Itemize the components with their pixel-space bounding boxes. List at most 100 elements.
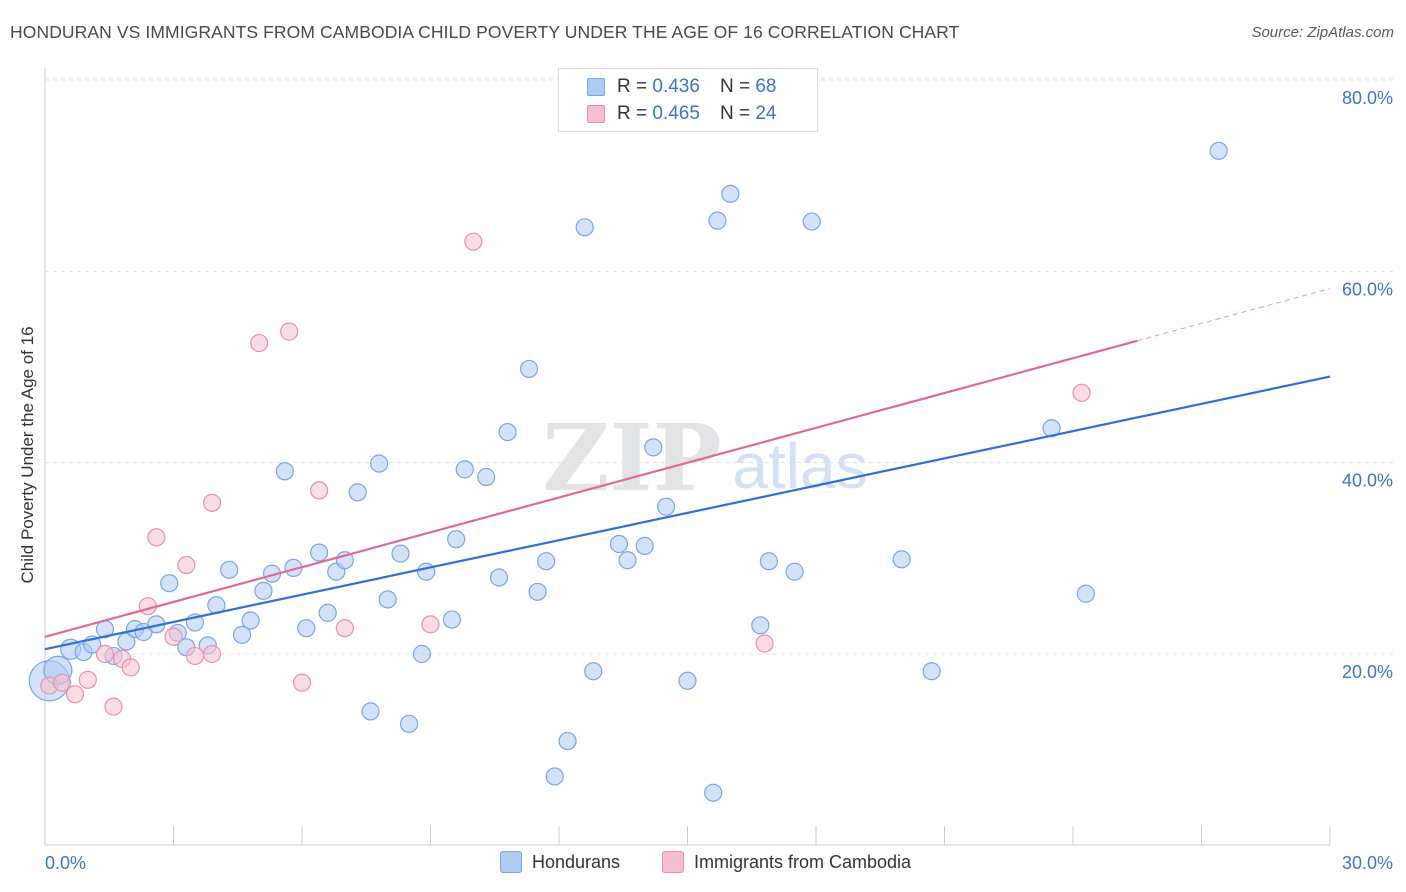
honduran-point [417, 562, 436, 581]
legend-item-hondurans: Hondurans [500, 851, 620, 873]
cambodia-point [121, 658, 140, 677]
x-tick-label: 0.0% [45, 853, 86, 873]
honduran-point [785, 562, 804, 581]
honduran-point [378, 590, 397, 609]
y-tick-label: 60.0% [1342, 279, 1393, 299]
y-tick-label: 80.0% [1342, 88, 1393, 108]
hondurans-swatch [500, 851, 522, 873]
cambodia-swatch [587, 105, 605, 123]
cambodia-point [755, 634, 774, 653]
cambodia-point [250, 333, 269, 353]
honduran-point [412, 644, 432, 664]
honduran-point [708, 211, 727, 230]
cambodia-point [65, 685, 85, 704]
legend-label: Immigrants from Cambodia [694, 851, 912, 872]
honduran-point [442, 610, 462, 629]
cambodia-swatch [662, 851, 684, 873]
watermark: ZIP atlas [542, 404, 867, 512]
honduran-point [618, 551, 637, 570]
watermark-atlas: atlas [732, 430, 867, 502]
n-label: N = [719, 103, 751, 124]
honduran-point [447, 530, 466, 549]
honduran-point [297, 619, 316, 638]
cambodia-point [53, 673, 72, 692]
cambodia-point [310, 481, 329, 500]
honduran-point [751, 616, 770, 635]
cambodia-point [164, 627, 183, 646]
honduran-point [802, 212, 821, 231]
honduran-point [477, 467, 496, 487]
honduran-point [644, 438, 663, 457]
honduran-point [241, 611, 260, 630]
r-label: R = [617, 103, 648, 124]
n-value: 24 [755, 103, 777, 124]
honduran-point [537, 552, 556, 571]
honduran-point [528, 582, 547, 601]
honduran-point [391, 544, 410, 563]
stats-legend: R = 0.436 N = 68 R = 0.465 N = 24 [558, 68, 818, 132]
cambodia-point [202, 493, 222, 512]
cambodia-point [177, 555, 196, 575]
cambodia-point [292, 673, 312, 692]
honduran-point [361, 702, 380, 721]
honduran-point [455, 460, 474, 479]
cambodia-point [280, 322, 299, 341]
stats-legend-row-cambodia: R = 0.465 N = 24 [587, 102, 776, 126]
honduran-point [1209, 141, 1228, 160]
honduran-point [519, 359, 539, 379]
honduran-point [678, 671, 697, 690]
honduran-point [275, 462, 294, 481]
honduran-trend-line [44, 375, 1331, 651]
y-axis-label: Child Poverty Under the Age of 16 [18, 326, 37, 584]
r-value: 0.436 [652, 76, 700, 97]
hondurans-swatch [587, 78, 605, 96]
honduran-point [498, 422, 517, 442]
honduran-point [489, 568, 509, 587]
honduran-point [399, 714, 419, 733]
cambodia-point [335, 619, 354, 638]
legend-item-cambodia: Immigrants from Cambodia [662, 851, 911, 873]
trend-lines [44, 288, 1331, 651]
honduran-point [609, 534, 629, 554]
cambodia-trend-line [44, 339, 1138, 638]
honduran-point [558, 731, 577, 751]
gridlines [45, 77, 1393, 655]
y-tick-label: 20.0% [1342, 662, 1393, 682]
honduran-point [348, 483, 367, 502]
y-tick-label: 40.0% [1342, 471, 1393, 491]
honduran-point [318, 603, 337, 622]
n-label: N = [719, 76, 751, 97]
series-legend: Hondurans Immigrants from Cambodia [0, 851, 1406, 877]
cambodia-point [185, 646, 205, 666]
stats-legend-row-hondurans: R = 0.436 N = 68 [587, 75, 776, 99]
r-label: R = [617, 76, 648, 97]
honduran-point [704, 783, 723, 802]
honduran-point [545, 767, 564, 786]
honduran-point [635, 536, 654, 555]
honduran-point [575, 218, 594, 237]
cambodia-point [78, 670, 97, 689]
honduran-point [1076, 584, 1095, 603]
cambodia-trend-extension [1137, 288, 1331, 342]
cambodia-point [421, 615, 440, 634]
legend-label: Hondurans [532, 851, 621, 872]
cambodia-point [95, 644, 115, 664]
cambodia-point [202, 644, 222, 664]
x-tick-label: 30.0% [1342, 853, 1393, 873]
cambodia-point [138, 597, 157, 616]
cambodia-point [464, 232, 483, 251]
honduran-point [922, 662, 941, 681]
cambodia-point [147, 528, 166, 547]
honduran-point [310, 543, 329, 562]
honduran-point [254, 581, 273, 600]
source-credit: Source: ZipAtlas.com [1251, 24, 1394, 41]
chart-title: HONDURAN VS IMMIGRANTS FROM CAMBODIA CHI… [10, 22, 960, 42]
n-value: 68 [755, 76, 777, 97]
axes [44, 68, 1331, 846]
honduran-point [892, 550, 911, 569]
r-value: 0.465 [652, 103, 700, 124]
honduran-point [759, 552, 778, 571]
cambodia-point [1072, 383, 1091, 402]
honduran-point [220, 560, 239, 579]
